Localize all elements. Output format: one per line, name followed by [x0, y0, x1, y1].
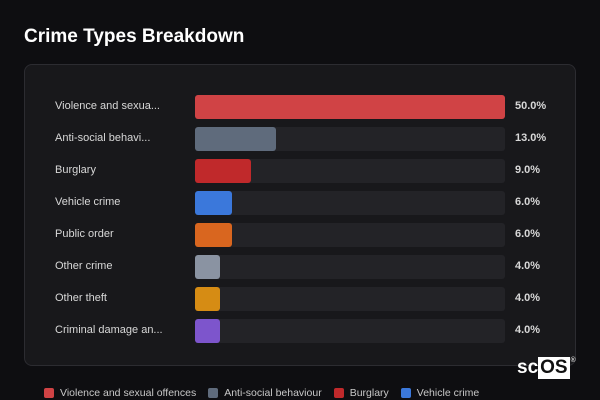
bar	[195, 159, 251, 183]
scos-logo: sc OS ®	[517, 357, 576, 379]
legend: Violence and sexual offences Anti-social …	[44, 387, 479, 399]
legend-label: Burglary	[349, 387, 389, 399]
category-label: Criminal damage an...	[55, 324, 163, 336]
logo-registered-mark: ®	[570, 357, 576, 364]
legend-label: Anti-social behaviour	[224, 387, 322, 399]
bar	[195, 223, 233, 247]
bar	[195, 255, 220, 279]
legend-swatch	[44, 388, 54, 398]
bar-track	[195, 191, 505, 215]
bar-row: Other crime 4.0%	[25, 255, 575, 279]
bar-track	[195, 223, 505, 247]
legend-swatch	[333, 388, 344, 398]
bar-track	[195, 319, 505, 343]
category-label: Anti-social behavi...	[55, 132, 151, 144]
logo-text-os: OS	[538, 357, 570, 379]
value-label: 4.0%	[515, 324, 541, 336]
bar	[195, 191, 233, 215]
bar	[195, 319, 220, 343]
bar-track	[195, 255, 505, 279]
bar-track	[195, 287, 505, 311]
bar-track	[195, 95, 505, 119]
value-label: 6.0%	[515, 228, 541, 240]
bar-row: Anti-social behavi... 13.0%	[25, 127, 575, 151]
bar-row: Public order 6.0%	[25, 223, 575, 247]
value-label: 4.0%	[515, 292, 541, 304]
value-label: 13.0%	[515, 132, 547, 144]
bar-track	[195, 127, 505, 151]
bar-row: Vehicle crime 6.0%	[25, 191, 575, 215]
category-label: Burglary	[55, 164, 96, 176]
category-label: Other crime	[55, 260, 113, 272]
value-label: 50.0%	[515, 100, 547, 112]
category-label: Vehicle crime	[55, 196, 121, 208]
legend-item[interactable]: Burglary	[333, 387, 389, 399]
bar-row: Other theft 4.0%	[25, 287, 575, 311]
category-label: Public order	[55, 228, 114, 240]
legend-label: Violence and sexual offences	[60, 387, 197, 399]
bar-track	[195, 159, 505, 183]
legend-item[interactable]: Vehicle crime	[400, 387, 480, 399]
chart-panel: Violence and sexua... 50.0% Anti-social b…	[24, 64, 576, 366]
value-label: 4.0%	[515, 260, 541, 272]
bar-row: Burglary 9.0%	[25, 159, 575, 183]
bar	[195, 127, 276, 151]
logo-text-sc: sc	[517, 357, 539, 378]
chart-title: Crime Types Breakdown	[24, 26, 245, 47]
legend-label: Vehicle crime	[416, 387, 480, 399]
value-label: 9.0%	[515, 164, 541, 176]
category-label: Violence and sexua...	[55, 100, 160, 112]
legend-swatch	[400, 388, 411, 398]
bar-row: Violence and sexua... 50.0%	[25, 95, 575, 119]
legend-item[interactable]: Anti-social behaviour	[208, 387, 322, 399]
legend-item[interactable]: Violence and sexual offences	[44, 387, 196, 399]
value-label: 6.0%	[515, 196, 541, 208]
bar	[195, 95, 505, 119]
legend-swatch	[208, 388, 219, 398]
bar	[195, 287, 220, 311]
bar-row: Criminal damage an... 4.0%	[25, 319, 575, 343]
category-label: Other theft	[55, 292, 107, 304]
